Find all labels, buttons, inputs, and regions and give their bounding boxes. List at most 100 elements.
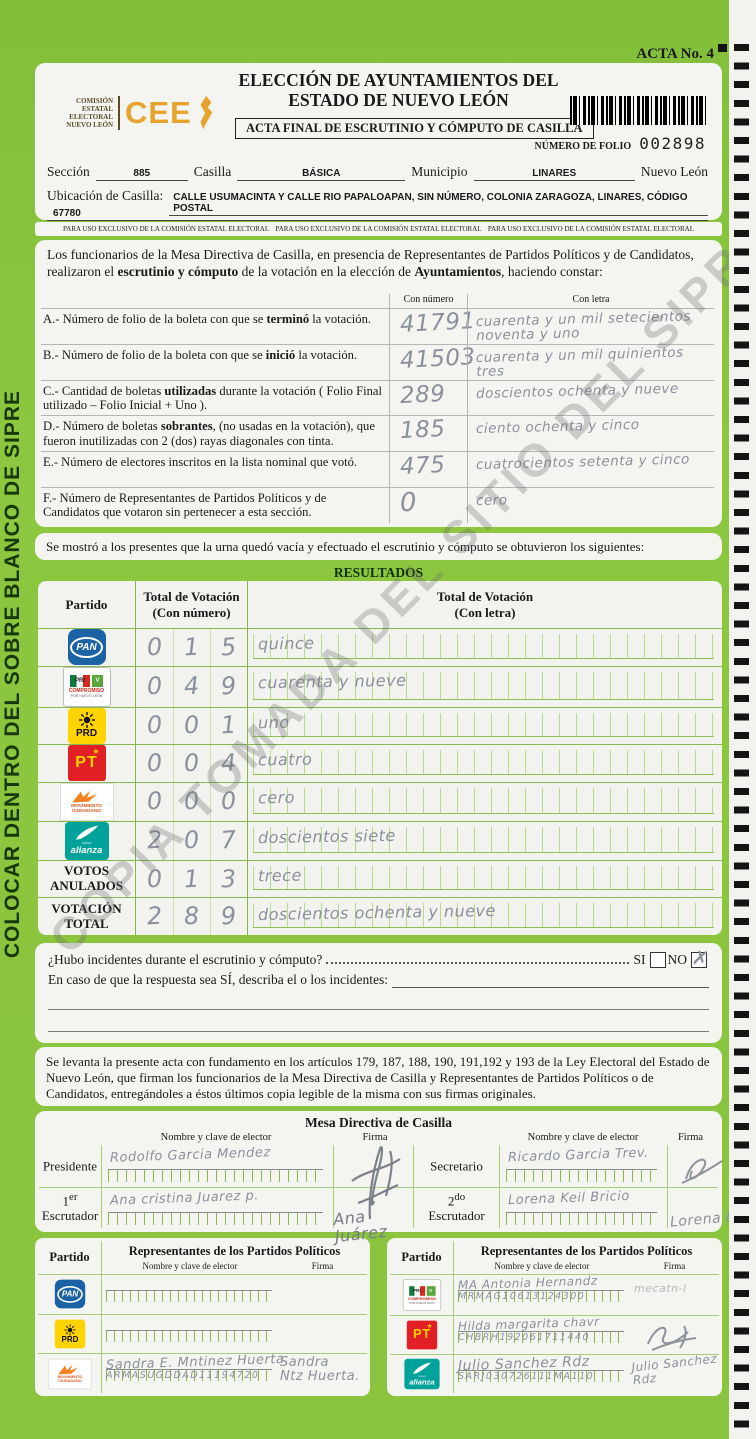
describe-label: En caso de que la respuesta sea SÍ, desc… (48, 972, 389, 987)
item-f-number: 0 (389, 487, 467, 523)
mesa-title: Mesa Directiva de Casilla (304, 1115, 453, 1130)
total-votes-letra: doscientos ochenta y nueve (247, 897, 722, 935)
mc-rep-name-field: Sandra E. Mntinez Huerta ARMASUGDDAD1119… (102, 1352, 285, 1393)
alianza-swoosh-icon (75, 825, 98, 840)
filmstrip-edge (729, 0, 756, 1439)
escrutador1-firma-field: Ana Juárez (332, 1186, 413, 1245)
secretario-name-field: Ricardo Garcia Trev. (499, 1145, 667, 1187)
logo-divider (118, 96, 120, 130)
item-e-number: 475 (389, 451, 467, 488)
role-1er-escrutador: 1er Escrutador (39, 1186, 101, 1229)
reps-col-nombre: Nombre y clave de elector (494, 1261, 590, 1271)
prd-votes-letra: uno (247, 706, 722, 745)
votos-anulados-label: VOTOS ANULADOS (38, 859, 135, 898)
item-e-label: E.- Número de electores inscritos en la … (41, 451, 389, 487)
role-secretario: Secretario (413, 1145, 499, 1187)
reps-col-nombre: Nombre y clave de elector (142, 1261, 238, 1271)
casilla-field: BÁSICA (237, 168, 406, 181)
pri-votes-letra: cuarenta y nueve (247, 665, 722, 707)
presidente-signature-scribble (351, 1145, 401, 1220)
timing-marks (734, 44, 749, 1439)
item-c-label: C.- Cantidad de boletas utilizadas duran… (41, 379, 389, 416)
reps-table-right: Partido Representantes de los Partidos P… (387, 1238, 722, 1396)
item-a-number: 41791 (389, 308, 476, 344)
item-d-number: 185 (389, 415, 467, 452)
si-checkbox (649, 952, 666, 968)
reps-col-firma: Firma (663, 1261, 686, 1271)
prd-logo-icon: PRD (38, 1313, 102, 1354)
col-header-partido: Partido (65, 596, 108, 612)
describe-writein-line (392, 987, 709, 988)
secretario-firma-field (667, 1145, 723, 1187)
folio-number: NÚMERO DE FOLIO 002898 (534, 134, 706, 153)
prd-sun-icon (78, 712, 95, 729)
pencil-x-mark: ✗ (690, 944, 712, 972)
pan-rep-name-field (102, 1274, 278, 1314)
legal-paragraph: Se levanta la presente acta con fundamen… (35, 1047, 722, 1106)
document-title: ELECCIÓN DE AYUNTAMIENTOS DEL ESTADO DE … (238, 70, 559, 111)
nueva-alianza-logo-icon: nueva alianza (390, 1354, 454, 1393)
pt-rep-firma-field (630, 1315, 719, 1354)
scrutiny-table: Con número Con letra A.- Número de folio… (41, 294, 714, 523)
col-header-con-numero: Con número (389, 294, 467, 308)
item-d-letra: ciento ochenta y cinco (467, 415, 714, 452)
pan-logo-icon: PAN (38, 628, 135, 666)
cee-org-name: COMISIÓN ESTATAL ELECTORAL NUEVO LEÓN (66, 96, 113, 130)
incidents-question: ¿Hubo incidentes durante el escrutinio y… (48, 952, 323, 967)
pri-compromiso-logo-icon: PRI V COMPROMISO POR NUEVO LEÓN (390, 1274, 454, 1315)
mesa-directiva-panel: Mesa Directiva de Casilla Nombre y clave… (35, 1111, 754, 1245)
incidents-panel: ¿Hubo incidentes durante el escrutinio y… (35, 943, 722, 1043)
urna-note: Se mostró a los presentes que la urna qu… (35, 533, 722, 560)
results-table: Partido Total de Votación (Con número) To… (38, 581, 722, 935)
item-c-number: 289 (389, 379, 467, 416)
votacion-total-label: VOTACIÓN TOTAL (38, 897, 135, 935)
acta-subtitle: ACTA FINAL DE ESCRUTINIO Y CÓMPUTO DE CA… (235, 118, 594, 139)
item-d-label: D.- Número de boletas sobrantes, (no usa… (41, 415, 389, 451)
alianza-swoosh-icon (412, 1362, 431, 1374)
pt-logo-icon: PT ★ (38, 744, 135, 782)
role-presidente: Presidente (42, 1158, 98, 1174)
ubicacion-field: CALLE USUMACINTA Y CALLE RIO PAPALOAPAN,… (169, 192, 708, 216)
reps-col-firma: Firma (311, 1261, 334, 1271)
pt-logo-icon: PT ★ (390, 1315, 454, 1354)
pan-votes-letra: quince (247, 628, 722, 666)
prd-rep-firma-field (278, 1313, 367, 1354)
pan-rep-firma-field (278, 1274, 367, 1314)
cee-logo: COMISIÓN ESTATAL ELECTORAL NUEVO LEÓN CEE (49, 95, 215, 131)
exclusive-use-strip: PARA USO EXCLUSIVO DE LA COMISIÓN ESTATA… (35, 222, 722, 236)
reps-col-partido: Partido (38, 1241, 102, 1274)
prd-sun-icon (63, 1323, 76, 1336)
pt-rep-name-field: Hilda margarita chavr CHBRH192061711440 (454, 1315, 630, 1354)
col-header-total-numero: Total de Votación (Con número) (135, 581, 247, 628)
blank-line-1 (48, 988, 709, 1010)
pri-rep-firma-field: mecatn-l (630, 1274, 719, 1315)
no-label: NO (667, 952, 688, 967)
item-a-letra: cuarenta y un mil setecientos noventa y … (467, 308, 714, 344)
mc-eagle-icon (57, 1364, 78, 1374)
col-firma-right: Firma (677, 1132, 704, 1143)
escrutador2-firma-field: Lorena Keil (667, 1186, 754, 1230)
pan-logo-icon: PAN (38, 1274, 102, 1314)
ubicacion-field-line2: 67780 (47, 206, 708, 221)
pri-rep-name-field: MA Antonia Hernandz MRMAG10613124300 (454, 1274, 630, 1315)
timing-mark-extra (718, 44, 727, 52)
scrutiny-panel: Los funcionarios de la Mesa Directiva de… (35, 240, 722, 527)
nuevo-leon-shape-icon (200, 95, 213, 130)
dotted-leader (326, 962, 630, 964)
pt-votes-letra: cuatro (247, 744, 722, 782)
municipio-field: LINARES (473, 168, 635, 181)
mc-rep-signature: Sandra Ntz Huerta. (280, 1355, 360, 1384)
pri-compromiso-logo-icon: PRI V COMPROMISO POR NUEVO LEÓN (38, 665, 135, 707)
intro-paragraph: Los funcionarios de la Mesa Directiva de… (47, 247, 694, 279)
col-header-con-letra: Con letra (467, 294, 714, 308)
movimiento-ciudadano-logo-icon: MOVIMIENTO CIUDADANO (38, 1353, 102, 1393)
alianza-votes-letra: doscientos siete (247, 820, 722, 860)
escrutador1-name-field: Ana cristina Juarez p. (101, 1186, 333, 1228)
col-header-total-letra: Total de Votación (Con letra) (247, 581, 722, 628)
